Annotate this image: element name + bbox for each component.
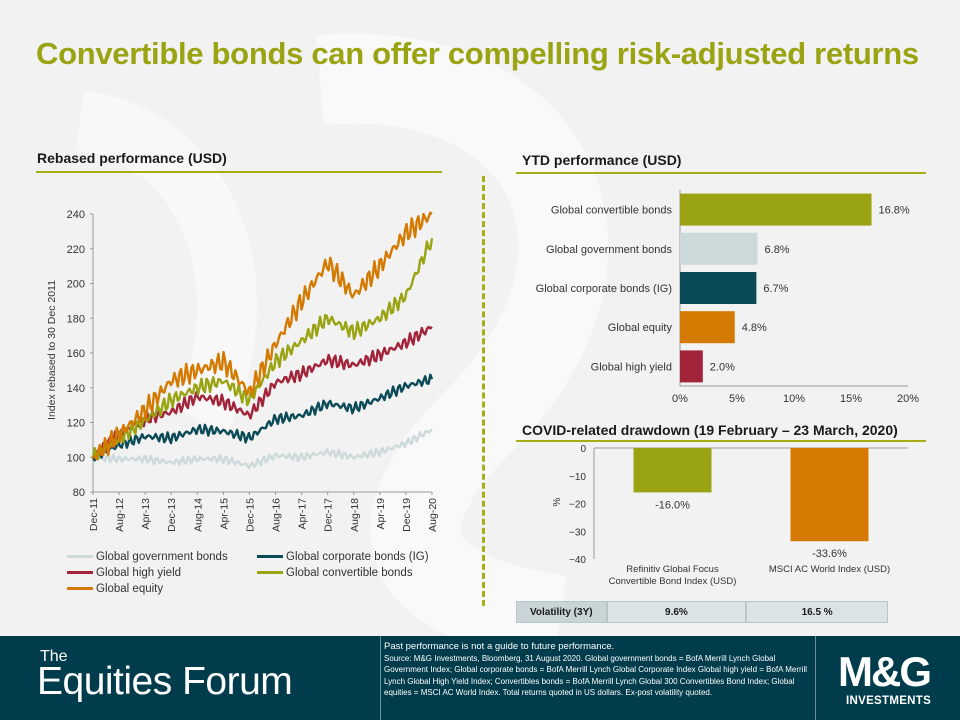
ytd-bar xyxy=(680,194,872,226)
x-tick-label: Dec-19 xyxy=(401,498,413,532)
legend-item-hy: Global high yield xyxy=(67,567,181,579)
y-tick-label: 100 xyxy=(67,452,85,464)
ytd-section-rule xyxy=(516,172,926,174)
dd-y-tick-label: −40 xyxy=(569,555,586,566)
legend-label-hy: Global high yield xyxy=(96,567,181,579)
legend-label-gov: Global government bonds xyxy=(96,551,228,563)
disclaimer-text: Past performance is not a guide to futur… xyxy=(384,641,811,653)
ytd-value-label: 16.8% xyxy=(879,205,910,217)
volatility-row: Volatility (3Y) 9.6% 16.5 % xyxy=(516,601,888,623)
x-tick-label: Aug-12 xyxy=(114,498,126,532)
ytd-section-title: YTD performance (USD) xyxy=(522,152,681,168)
legend-swatch-conv xyxy=(257,571,283,574)
rebased-section-title: Rebased performance (USD) xyxy=(37,150,227,166)
x-tick-label: Apr-17 xyxy=(297,498,309,530)
dd-y-tick-label: 0 xyxy=(580,444,586,455)
x-tick-label: Aug-14 xyxy=(192,498,204,532)
legend-swatch-corp xyxy=(257,555,283,558)
ytd-bar xyxy=(680,233,758,265)
dd-y-tick-label: −30 xyxy=(569,527,586,538)
ytd-x-tick-label: 15% xyxy=(840,393,862,405)
ytd-category-label: Global corporate bonds (IG) xyxy=(536,283,672,295)
x-tick-label: Dec-15 xyxy=(244,498,256,532)
x-tick-label: Apr-15 xyxy=(218,498,230,530)
ytd-bar xyxy=(680,350,703,382)
legend-swatch-hy xyxy=(67,571,93,574)
ytd-category-label: Global government bonds xyxy=(546,244,672,256)
ytd-category-label: Global high yield xyxy=(591,361,672,373)
ytd-value-label: 6.8% xyxy=(765,244,790,256)
volatility-label: Volatility (3Y) xyxy=(516,601,607,623)
x-tick-label: Dec-11 xyxy=(88,498,100,531)
legend-item-eq: Global equity xyxy=(67,583,163,595)
x-tick-label: Apr-13 xyxy=(140,498,152,530)
legend-swatch-eq xyxy=(67,587,93,590)
footer-notes: Past performance is not a guide to futur… xyxy=(380,636,816,720)
drawdown-bar-chart: 0 −10 −20 −30 −40% -16.0% Refinitiv Global Foc… xyxy=(510,440,930,595)
ytd-x-tick-label: 5% xyxy=(729,393,745,405)
dd-category-label: Convertible Bond Index (USD) xyxy=(609,576,737,587)
x-tick-label: Aug-18 xyxy=(349,498,361,532)
ytd-value-label: 2.0% xyxy=(710,361,735,373)
ytd-x-tick-label: 0% xyxy=(672,393,688,405)
dd-category-label: Refinitiv Global Focus xyxy=(626,564,719,575)
legend-item-gov: Global government bonds xyxy=(67,551,228,563)
dd-y-tick-label: −10 xyxy=(569,472,586,483)
y-tick-label: 160 xyxy=(67,348,85,360)
rebased-line-chart: 80 100 120 140 160 180 200 220 240 Dec-11 Aug-12 Ap… xyxy=(40,200,445,550)
ytd-value-label: 6.7% xyxy=(763,283,788,295)
rebased-section-rule xyxy=(36,171,442,173)
y-tick-label: 240 xyxy=(67,209,85,221)
ytd-x-tick-label: 10% xyxy=(783,393,805,405)
ytd-bar xyxy=(680,311,735,343)
ytd-category-label: Global convertible bonds xyxy=(551,205,673,217)
dd-bar xyxy=(634,448,712,492)
y-tick-label: 220 xyxy=(67,244,85,256)
ytd-bar xyxy=(680,272,756,304)
mg-logo: M&G xyxy=(838,648,930,696)
dd-bar xyxy=(791,448,869,541)
brand-equities-forum: Equities Forum xyxy=(37,660,292,704)
legend-label-corp: Global corporate bonds (IG) xyxy=(286,551,429,563)
legend-item-conv: Global convertible bonds xyxy=(257,567,413,579)
ytd-value-label: 4.8% xyxy=(742,322,767,334)
volatility-equity: 16.5 % xyxy=(746,601,888,623)
x-tick-label: Aug-20 xyxy=(427,498,439,532)
drawdown-section-title: COVID-related drawdown (19 February – 23… xyxy=(522,422,898,438)
y-tick-label: 180 xyxy=(67,313,85,325)
dd-value-label: -16.0% xyxy=(655,499,690,511)
dd-y-axis-label: % xyxy=(552,497,563,506)
page-title: Convertible bonds can offer compelling r… xyxy=(36,36,919,72)
dd-value-label: -33.6% xyxy=(812,548,847,560)
dd-category-label: MSCI AC World Index (USD) xyxy=(769,564,890,575)
y-tick-label: 140 xyxy=(67,383,85,395)
y-axis-label: Index rebased to 30 Dec 2011 xyxy=(46,280,58,420)
ytd-x-tick-label: 20% xyxy=(897,393,919,405)
y-tick-label: 120 xyxy=(67,418,85,430)
legend-swatch-gov xyxy=(67,555,93,558)
dd-y-tick-label: −20 xyxy=(569,500,586,511)
y-tick-label: 80 xyxy=(73,487,85,499)
legend-label-conv: Global convertible bonds xyxy=(286,567,413,579)
mg-logo-subtitle: INVESTMENTS xyxy=(846,695,931,707)
section-divider xyxy=(482,176,485,606)
x-tick-label: Dec-17 xyxy=(323,498,335,532)
legend-label-eq: Global equity xyxy=(96,583,163,595)
x-tick-label: Aug-16 xyxy=(271,498,283,532)
ytd-bar-chart: 0% 5% 10% 15% 20% Global convertible bonds 16.… xyxy=(510,185,930,410)
volatility-convertible: 9.6% xyxy=(607,601,747,623)
x-tick-label: Apr-19 xyxy=(375,498,387,530)
ytd-category-label: Global equity xyxy=(608,322,673,334)
source-text: Source: M&G Investments, Bloomberg, 31 A… xyxy=(384,653,811,698)
y-tick-label: 200 xyxy=(67,279,85,291)
x-tick-label: Dec-13 xyxy=(166,498,178,532)
legend-item-corp: Global corporate bonds (IG) xyxy=(257,551,429,563)
